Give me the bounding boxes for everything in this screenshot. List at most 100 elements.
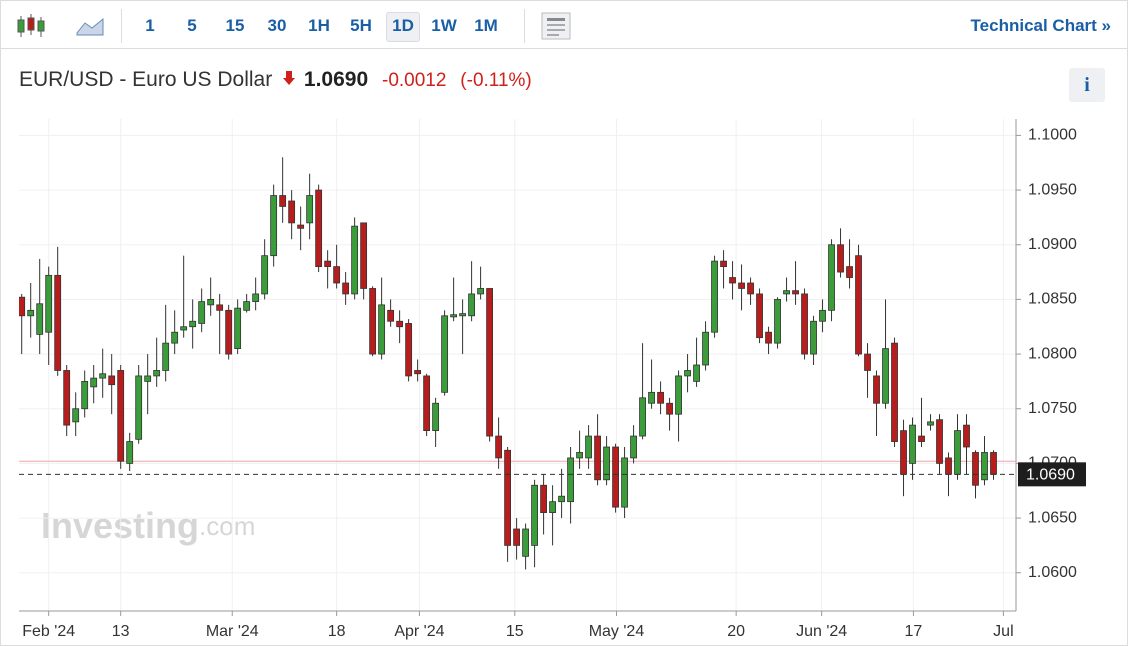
candle-body [657, 391, 664, 404]
change-percent: (-0.11%) [460, 70, 532, 91]
x-tick-label: Jul [993, 623, 1013, 640]
candle-body [909, 424, 916, 464]
y-tick-label: 1.0850 [1028, 291, 1077, 308]
candle-body [720, 260, 727, 267]
candle-body [243, 301, 251, 311]
candle-body [648, 391, 655, 404]
x-tick-label: Jun '24 [796, 623, 847, 640]
candle-body [549, 501, 556, 513]
candle-body [288, 200, 296, 224]
candle-body [756, 293, 763, 339]
candle-body [927, 421, 934, 426]
candle-body [414, 370, 422, 375]
candle-body [828, 244, 835, 311]
current-price-tag [1018, 462, 1086, 487]
candle-body [729, 277, 736, 284]
candle-body [801, 293, 808, 355]
current-price-label: 1.0690 [1026, 467, 1075, 484]
separator [524, 9, 525, 43]
candle-body [324, 260, 332, 267]
candle-body [459, 313, 467, 317]
candle-body [423, 375, 431, 431]
candle-body [567, 457, 574, 503]
candle-body [135, 375, 143, 440]
watermark: Investing.com [41, 505, 255, 546]
candle-body [891, 342, 898, 442]
y-tick-label: 1.0800 [1028, 345, 1077, 362]
candle-body [351, 225, 359, 295]
candle-body [297, 224, 305, 229]
x-tick-label: 13 [112, 623, 130, 640]
candle-body [360, 222, 368, 289]
y-tick-label: 1.0650 [1028, 509, 1077, 526]
candle-body [585, 435, 592, 459]
technical-chart-link[interactable]: Technical Chart » [970, 16, 1111, 35]
candles [19, 157, 997, 570]
interval-button[interactable]: 1D [386, 12, 420, 42]
interval-button[interactable]: 5H [350, 16, 372, 35]
candle-body [693, 364, 700, 382]
candle-body [396, 320, 404, 328]
candle-body [981, 452, 988, 481]
candle-body [684, 370, 691, 377]
candle-icon[interactable] [15, 11, 49, 41]
interval-button[interactable]: 1W [431, 16, 457, 35]
candle-body [963, 424, 970, 448]
candle-body [117, 370, 125, 462]
candle-body [603, 446, 610, 481]
info-button[interactable]: i [1069, 68, 1105, 102]
candle-body [639, 397, 646, 437]
candle-body [216, 304, 224, 311]
candle-body [666, 402, 673, 415]
candle-body [45, 274, 53, 333]
interval-button[interactable]: 5 [187, 16, 197, 35]
candle-body [27, 309, 35, 317]
candle-body [162, 342, 170, 371]
candle-body [837, 244, 844, 273]
candle-body [945, 457, 952, 475]
candle-body [810, 320, 817, 355]
candle-body [63, 370, 71, 426]
y-tick-label: 1.0950 [1028, 181, 1077, 198]
x-tick-label: May '24 [589, 623, 645, 640]
candle-body [531, 484, 538, 546]
candle-body [144, 375, 152, 382]
y-tick-label: 1.0900 [1028, 236, 1077, 253]
toolbar: Technical Chart » 1 5 15 30 1H 5H 1D 1W 1M [1, 1, 1127, 49]
interval-button[interactable]: 1 [145, 16, 155, 35]
settings-icon[interactable] [540, 11, 572, 41]
candle-body [558, 495, 565, 503]
candle-body [477, 288, 485, 295]
interval-button[interactable]: 30 [267, 16, 287, 35]
x-tick-label: Feb '24 [22, 623, 75, 640]
candle-body [522, 528, 529, 557]
interval-button[interactable]: 1H [308, 16, 330, 35]
candle-body [792, 290, 799, 295]
candle-body [72, 408, 80, 423]
interval-button[interactable]: 1M [474, 16, 498, 35]
candle-body [990, 452, 997, 475]
y-tick-label: 1.0750 [1028, 400, 1077, 417]
candle-body [621, 457, 628, 508]
candle-body [630, 435, 637, 459]
interval-button[interactable]: 15 [225, 16, 245, 35]
candle-body [36, 303, 44, 335]
x-tick-label: 18 [328, 623, 346, 640]
candle-body [846, 266, 853, 278]
candle-body [783, 290, 790, 295]
candle-body [612, 446, 619, 508]
candle-body [90, 377, 98, 388]
candle-body [747, 282, 754, 295]
candle-body [738, 282, 745, 289]
candle-body [900, 430, 907, 475]
candle-body [576, 452, 583, 459]
x-tick-label: 15 [506, 623, 524, 640]
candle-body [936, 419, 943, 464]
candle-body [441, 315, 449, 393]
x-tick-label: Apr '24 [394, 623, 444, 640]
candle-body [918, 435, 925, 442]
candle-body [315, 189, 323, 267]
area-icon[interactable] [75, 15, 105, 37]
candle-body [675, 375, 682, 415]
candle-body [882, 348, 889, 404]
